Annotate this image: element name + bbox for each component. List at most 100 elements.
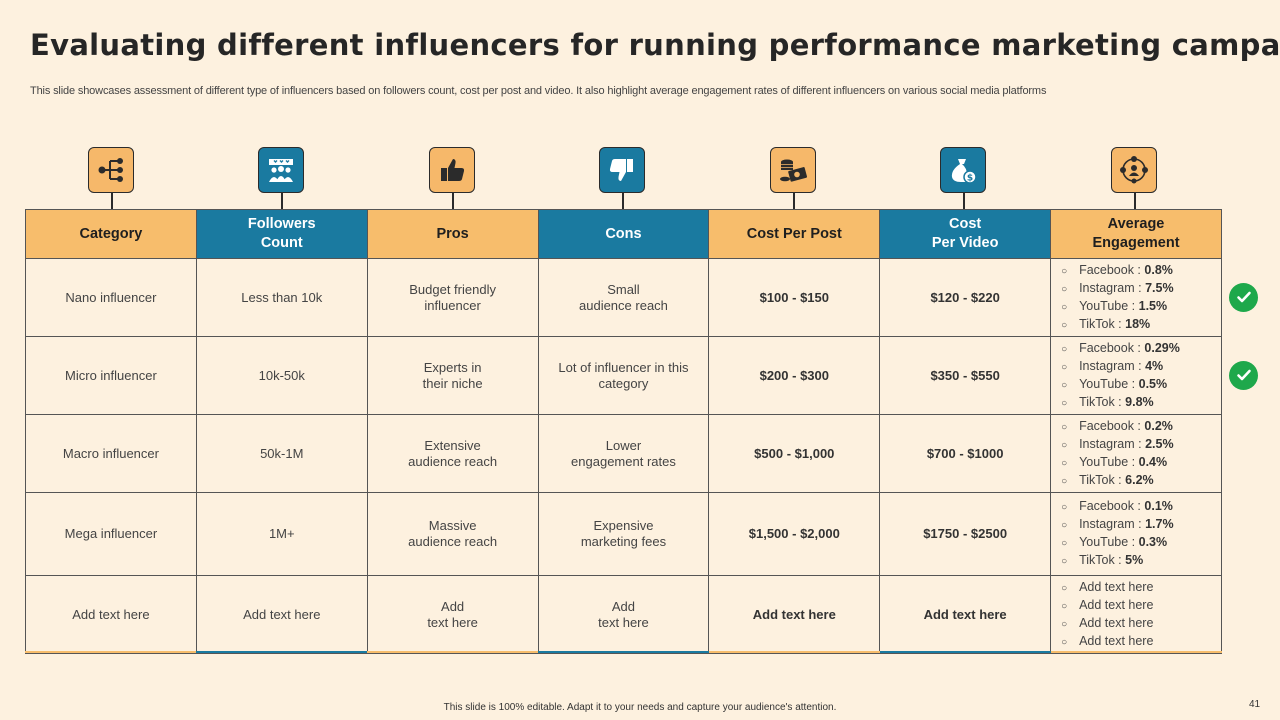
engagement-value: 0.1%: [1144, 499, 1173, 513]
bullet-icon: ○: [1061, 582, 1068, 594]
engagement-value: 6.2%: [1125, 472, 1154, 487]
cell-category: Micro influencer: [25, 336, 197, 415]
cell-cons: Small audience reach: [537, 258, 710, 337]
bullet-icon: ○: [1061, 265, 1068, 277]
engagement-value: 1.5%: [1138, 298, 1168, 313]
engagement-item: ○ Facebook : 0.1%: [1061, 498, 1215, 516]
cell-pros: Massive audience reach: [366, 492, 539, 576]
engagement-value: 7.5%: [1145, 280, 1174, 295]
engagement-item: ○ Add text here: [1061, 579, 1215, 597]
slide-title: Evaluating different influencers for run…: [30, 28, 1280, 62]
engagement-item: ○ Instagram : 1.7%: [1061, 516, 1215, 534]
engagement-value: 1.7%: [1145, 517, 1174, 531]
cell-pros: Experts in their niche: [366, 336, 539, 415]
check-icon: [1229, 360, 1258, 390]
cell-pros: Budget friendly influencer: [366, 258, 539, 337]
bullet-icon: ○: [1061, 556, 1068, 567]
engagement-list: ○ Facebook : 0.29% ○ Instagram : 4% ○ YouTube…: [1061, 340, 1215, 412]
engagement-platform: YouTube :: [1079, 298, 1136, 313]
engagement-platform: Instagram :: [1079, 436, 1142, 451]
check-icon: [1229, 282, 1258, 312]
cell-cost-per-video: Add text here: [879, 575, 1052, 654]
cell-category: Mega influencer: [25, 492, 197, 576]
engagement-value: 0.29%: [1144, 340, 1180, 355]
header-pros: Pros: [366, 209, 539, 259]
engagement-platform: Add text here: [1079, 633, 1154, 648]
engagement-item: ○ Facebook : 0.8%: [1061, 262, 1215, 280]
network-icon: [1111, 147, 1157, 193]
svg-text:$: $: [967, 174, 973, 184]
table-row: Micro influencer 10k-50k Experts in their …: [25, 336, 1222, 415]
cell-pros: Add text here: [366, 575, 539, 654]
cell-category: Add text here: [25, 575, 197, 654]
bullet-icon: ○: [1061, 397, 1068, 409]
engagement-platform: YouTube :: [1079, 454, 1136, 469]
engagement-item: ○ TikTok : 9.8%: [1061, 394, 1215, 412]
bullet-icon: ○: [1061, 502, 1068, 513]
bullet-icon: ○: [1061, 538, 1068, 549]
bullet-icon: ○: [1061, 457, 1068, 469]
cell-followers: 50k-1M: [195, 414, 368, 493]
bullet-icon: ○: [1061, 475, 1068, 487]
cell-cons: Add text here: [537, 575, 710, 654]
engagement-platform: TikTok :: [1079, 394, 1122, 409]
engagement-value: 0.4%: [1138, 454, 1168, 469]
cell-category: Macro influencer: [25, 414, 197, 493]
header-cost-per-post: Cost Per Post: [708, 209, 881, 259]
engagement-value: 9.8%: [1125, 394, 1154, 409]
bullet-icon: ○: [1061, 379, 1068, 391]
bullet-icon: ○: [1061, 283, 1068, 295]
cell-average-engagement: ○ Facebook : 0.2% ○ Instagram : 2.5% ○ YouTub…: [1050, 414, 1222, 493]
bullet-icon: ○: [1061, 520, 1068, 531]
engagement-platform: Instagram :: [1079, 280, 1142, 295]
engagement-item: ○ YouTube : 0.4%: [1061, 454, 1215, 472]
cell-average-engagement: ○ Facebook : 0.29% ○ Instagram : 4% ○ YouTube…: [1050, 336, 1222, 415]
engagement-value: 2.5%: [1145, 436, 1174, 451]
footer-note: This slide is 100% editable. Adapt it to…: [443, 702, 837, 713]
header-cons: Cons: [537, 209, 710, 259]
engagement-value: 0.2%: [1144, 418, 1173, 433]
header-average-engagement: Average Engagement: [1050, 209, 1222, 259]
table-header-row: Category Followers Count Pros Cons Cost …: [25, 209, 1222, 259]
engagement-item: ○ Facebook : 0.2%: [1061, 418, 1215, 436]
engagement-value: 0.5%: [1138, 376, 1168, 391]
engagement-item: ○ Add text here: [1061, 633, 1215, 651]
page-number: 41: [1249, 699, 1261, 710]
cell-cost-per-post: $500 - $1,000: [708, 414, 881, 493]
engagement-platform: Instagram :: [1079, 517, 1142, 531]
engagement-item: ○ Add text here: [1061, 597, 1215, 615]
cell-cons: Expensive marketing fees: [537, 492, 710, 576]
engagement-platform: Facebook :: [1079, 262, 1141, 277]
engagement-item: ○ TikTok : 18%: [1061, 316, 1215, 334]
cell-cost-per-post: Add text here: [708, 575, 881, 654]
engagement-item: ○ Instagram : 2.5%: [1061, 436, 1215, 454]
cell-cost-per-video: $120 - $220: [879, 258, 1052, 337]
influencer-table: Category Followers Count Pros Cons Cost …: [25, 209, 1222, 654]
engagement-value: 18%: [1125, 316, 1151, 331]
engagement-item: ○ TikTok : 6.2%: [1061, 472, 1215, 490]
engagement-list: ○ Facebook : 0.2% ○ Instagram : 2.5% ○ YouTub…: [1061, 418, 1215, 490]
cell-cons: Lower engagement rates: [537, 414, 710, 493]
engagement-item: ○ TikTok : 5%: [1061, 552, 1215, 570]
coins-icon: [770, 147, 816, 193]
bullet-icon: ○: [1061, 361, 1068, 373]
engagement-platform: Add text here: [1079, 597, 1154, 612]
engagement-platform: YouTube :: [1079, 535, 1136, 549]
bullet-icon: ○: [1061, 618, 1068, 630]
bullet-icon: ○: [1061, 301, 1068, 313]
cell-cons: Lot of influencer in this category: [537, 336, 710, 415]
cell-cost-per-video: $700 - $1000: [879, 414, 1052, 493]
table-row: Nano influencer Less than 10k Budget frien…: [25, 258, 1222, 337]
bullet-icon: ○: [1061, 600, 1068, 612]
table-row: Macro influencer 50k-1M Extensive audience…: [25, 414, 1222, 493]
engagement-item: ○ YouTube : 1.5%: [1061, 298, 1215, 316]
cell-cost-per-video: $350 - $550: [879, 336, 1052, 415]
cell-average-engagement: ○ Facebook : 0.1% ○ Instagram : 1.7% ○ YouTub…: [1050, 492, 1222, 576]
cell-pros: Extensive audience reach: [366, 414, 539, 493]
engagement-platform: Add text here: [1079, 615, 1154, 630]
engagement-item: ○ Add text here: [1061, 615, 1215, 633]
engagement-item: ○ Facebook : 0.29%: [1061, 340, 1215, 358]
cell-cost-per-video: $1750 - $2500: [879, 492, 1052, 576]
engagement-value: 5%: [1125, 553, 1144, 567]
engagement-platform: TikTok :: [1079, 553, 1122, 567]
